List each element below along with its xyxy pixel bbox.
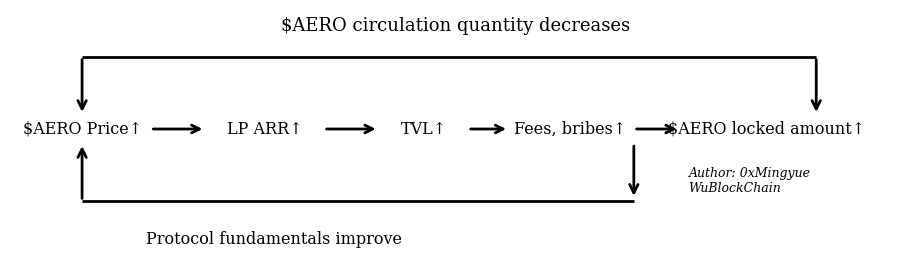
Text: Protocol fundamentals improve: Protocol fundamentals improve: [146, 231, 401, 248]
Text: TVL↑: TVL↑: [401, 120, 446, 138]
Text: $AERO circulation quantity decreases: $AERO circulation quantity decreases: [281, 17, 630, 35]
Text: $AERO Price↑: $AERO Price↑: [23, 120, 141, 138]
Text: Fees, bribes↑: Fees, bribes↑: [513, 120, 626, 138]
Text: $AERO locked amount↑: $AERO locked amount↑: [667, 120, 864, 138]
Text: Author: 0xMingyue
WuBlockChain: Author: 0xMingyue WuBlockChain: [688, 167, 810, 195]
Text: LP ARR↑: LP ARR↑: [227, 120, 302, 138]
